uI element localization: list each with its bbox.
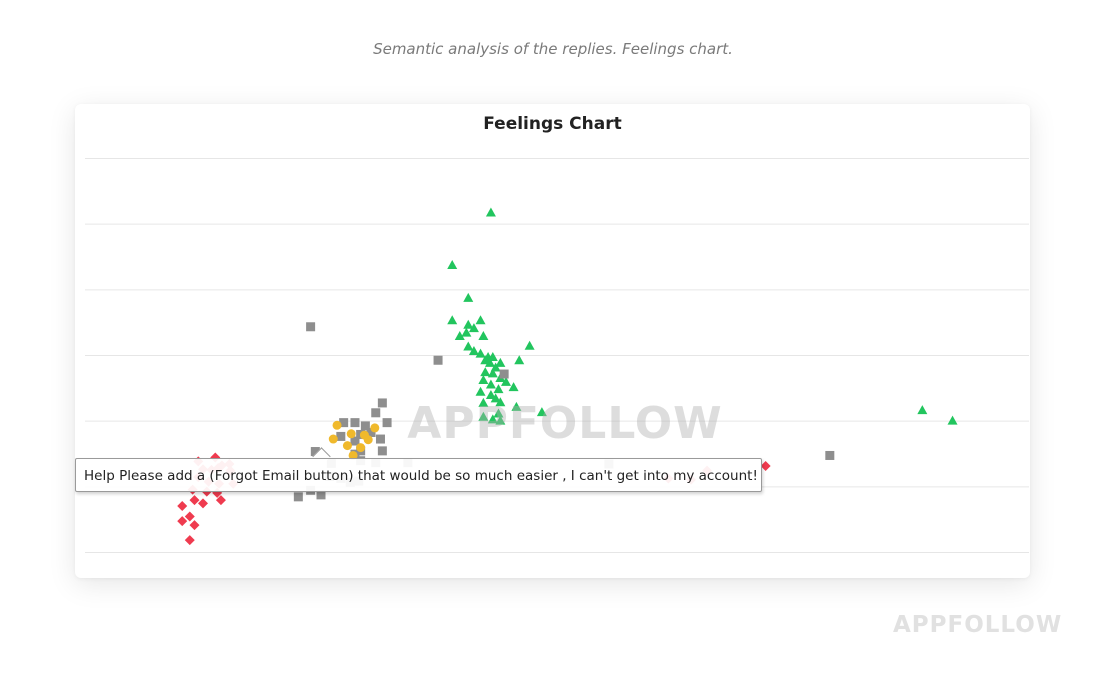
- triangle-point[interactable]: [495, 357, 506, 367]
- triangle-point[interactable]: [480, 367, 491, 377]
- triangle-point[interactable]: [514, 355, 525, 365]
- triangle-point[interactable]: [536, 407, 547, 417]
- triangle-point[interactable]: [493, 384, 504, 394]
- square-point[interactable]: [375, 434, 385, 444]
- triangle-point[interactable]: [487, 368, 498, 378]
- square-point[interactable]: [360, 421, 370, 431]
- triangle-point[interactable]: [454, 330, 465, 340]
- triangle-point[interactable]: [485, 390, 496, 400]
- gridlines: [85, 158, 1029, 553]
- triangle-point[interactable]: [468, 323, 479, 333]
- triangle-point[interactable]: [495, 415, 506, 425]
- triangle-point[interactable]: [475, 386, 486, 396]
- triangle-point[interactable]: [485, 379, 496, 389]
- triangle-point[interactable]: [487, 414, 498, 424]
- diamond-point[interactable]: [184, 511, 195, 522]
- diamond-point[interactable]: [215, 495, 226, 506]
- square-point[interactable]: [499, 369, 509, 379]
- triangle-point[interactable]: [463, 341, 474, 351]
- scatter-plot[interactable]: [75, 104, 1030, 578]
- circle-point[interactable]: [328, 434, 338, 444]
- triangle-point[interactable]: [478, 374, 489, 384]
- triangle-point[interactable]: [947, 415, 958, 425]
- circle-point[interactable]: [346, 429, 356, 439]
- triangle-point[interactable]: [468, 346, 479, 356]
- triangle-point[interactable]: [478, 411, 489, 421]
- diamond-point[interactable]: [177, 501, 188, 512]
- circle-point[interactable]: [332, 420, 342, 430]
- square-point[interactable]: [350, 436, 360, 446]
- triangle-point[interactable]: [484, 357, 495, 367]
- square-point[interactable]: [350, 418, 360, 428]
- triangle-point[interactable]: [501, 376, 512, 386]
- square-point[interactable]: [336, 431, 346, 441]
- square-point[interactable]: [293, 492, 303, 502]
- diamond-point[interactable]: [177, 516, 188, 527]
- square-point[interactable]: [366, 427, 376, 437]
- triangle-point[interactable]: [463, 319, 474, 329]
- appfollow-logo: APPFOLLOW: [893, 612, 1063, 638]
- circle-point[interactable]: [370, 423, 380, 433]
- triangle-point[interactable]: [478, 397, 489, 407]
- square-point[interactable]: [306, 322, 316, 332]
- chart-title: Feelings Chart: [483, 114, 622, 134]
- triangle-point[interactable]: [447, 315, 458, 325]
- triangle-point[interactable]: [495, 397, 506, 407]
- triangle-point[interactable]: [461, 327, 472, 337]
- square-point[interactable]: [377, 398, 387, 408]
- square-point[interactable]: [825, 450, 835, 460]
- triangle-point[interactable]: [475, 315, 486, 325]
- diamond-point[interactable]: [198, 498, 208, 509]
- diamond-point[interactable]: [189, 520, 200, 531]
- triangle-point[interactable]: [490, 393, 501, 403]
- circle-point[interactable]: [342, 441, 352, 451]
- square-point[interactable]: [377, 446, 387, 456]
- square-point[interactable]: [371, 408, 381, 418]
- triangle-point[interactable]: [493, 408, 504, 418]
- square-point[interactable]: [316, 490, 326, 500]
- triangle-point[interactable]: [511, 401, 522, 411]
- triangle-point[interactable]: [508, 382, 519, 392]
- data-points: [177, 207, 958, 546]
- square-point[interactable]: [433, 355, 443, 365]
- triangle-point[interactable]: [447, 260, 458, 270]
- triangle-point[interactable]: [485, 207, 496, 217]
- diamond-point[interactable]: [189, 495, 200, 506]
- triangle-point[interactable]: [475, 348, 486, 358]
- triangle-point[interactable]: [463, 292, 474, 302]
- square-point[interactable]: [382, 418, 392, 428]
- diamond-point[interactable]: [760, 460, 771, 471]
- chart-card: Feelings Chart APPFOLLOW Help Please add…: [75, 104, 1030, 578]
- figure-caption: Semantic analysis of the replies. Feelin…: [373, 40, 733, 58]
- review-tooltip: Help Please add a (Forgot Email button) …: [75, 458, 762, 492]
- circle-point[interactable]: [363, 435, 373, 445]
- triangle-point[interactable]: [917, 405, 928, 415]
- triangle-point[interactable]: [478, 330, 489, 340]
- diamond-point[interactable]: [184, 535, 195, 546]
- circle-point[interactable]: [356, 443, 366, 453]
- triangle-point[interactable]: [524, 340, 535, 350]
- square-point[interactable]: [339, 418, 349, 428]
- circle-point[interactable]: [348, 450, 358, 460]
